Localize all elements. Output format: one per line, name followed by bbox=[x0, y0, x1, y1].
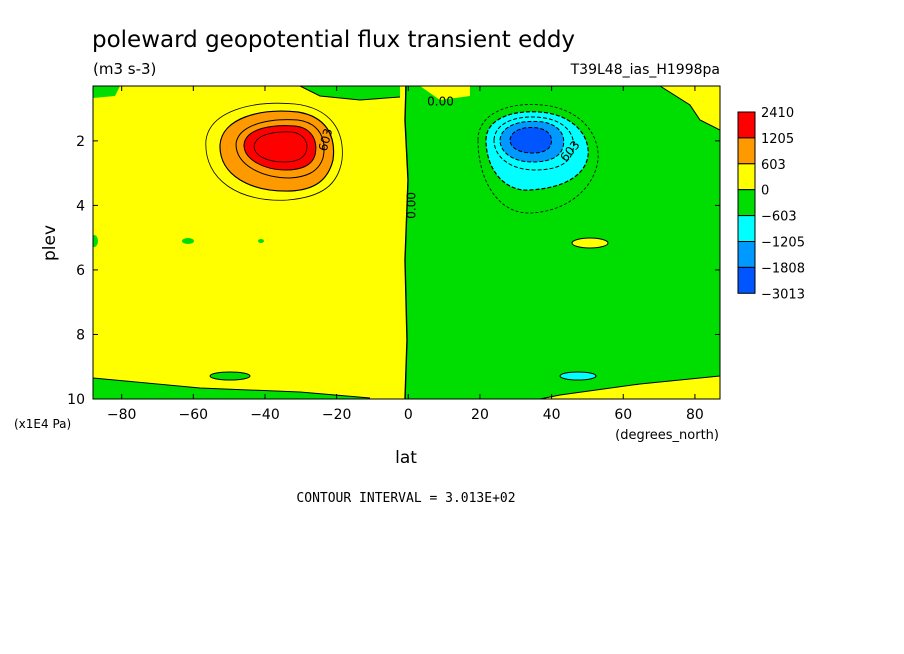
lower-cyan-patch bbox=[559, 371, 597, 381]
x-axis-units: (degrees_north) bbox=[615, 428, 719, 443]
top-right-positive-patch bbox=[660, 86, 720, 130]
contour-line bbox=[299, 86, 401, 101]
x-axis-label: lat bbox=[395, 448, 417, 468]
y-tick-label: 6 bbox=[76, 263, 85, 279]
contour-label: 0.00 bbox=[404, 192, 418, 219]
x-axis: −80 −60 −40 −20 0 20 40 60 80 bbox=[107, 86, 704, 423]
colorbar-label: −1205 bbox=[761, 236, 805, 251]
contour-line bbox=[539, 375, 720, 399]
colorbar-label: 1205 bbox=[761, 132, 794, 147]
colorbar-swatch bbox=[737, 163, 756, 191]
colorbar: 2410 1205 603 0 −603 −1205 −1808 −3013 bbox=[737, 106, 805, 302]
y-tick-label: 10 bbox=[67, 392, 85, 408]
colorbar-swatch bbox=[737, 137, 756, 165]
colorbar-swatch bbox=[737, 215, 756, 243]
y-tick-label: 4 bbox=[76, 198, 85, 214]
colorbar-label: 603 bbox=[761, 158, 786, 173]
tiny-negative-patch bbox=[258, 239, 264, 243]
x-tick-label: −80 bbox=[107, 407, 137, 423]
contour-line bbox=[93, 377, 371, 399]
x-tick-label: 0 bbox=[404, 407, 413, 423]
left-edge-patch bbox=[93, 235, 98, 247]
zero-contour bbox=[404, 86, 409, 399]
y-tick-label: 2 bbox=[76, 134, 85, 150]
colorbar-label: −603 bbox=[761, 210, 797, 225]
colorbar-swatch bbox=[737, 266, 756, 294]
y-tick-label: 8 bbox=[76, 327, 85, 343]
colorbar-swatch bbox=[737, 111, 756, 139]
lower-negative-patch bbox=[209, 371, 251, 381]
colorbar-label: −1808 bbox=[761, 261, 805, 276]
chart-units: (m3 s-3) bbox=[93, 60, 156, 78]
top-left-negative-patch bbox=[93, 86, 120, 98]
y-axis: 2 4 6 8 10 bbox=[67, 134, 720, 408]
contour-interval-label: CONTOUR INTERVAL = 3.013E+02 bbox=[296, 491, 515, 506]
x-tick-label: −40 bbox=[250, 407, 280, 423]
bottom-right-positive-strip bbox=[540, 376, 720, 399]
negative-contour-3013 bbox=[509, 127, 552, 154]
x-tick-label: 40 bbox=[543, 407, 561, 423]
colorbar-swatch bbox=[737, 189, 756, 217]
x-tick-label: −60 bbox=[179, 407, 209, 423]
contour-label: 603 bbox=[316, 127, 335, 153]
dataset-label: T39L48_ias_H1998pa bbox=[570, 62, 720, 78]
colorbar-label: 0 bbox=[761, 184, 769, 199]
negative-region bbox=[405, 86, 720, 399]
contour-line bbox=[253, 131, 308, 163]
top-positive-patch bbox=[420, 86, 470, 100]
x-tick-label: 20 bbox=[471, 407, 489, 423]
y-axis-label: plev bbox=[40, 225, 60, 261]
small-positive-patch bbox=[571, 237, 609, 249]
colorbar-label: −3013 bbox=[761, 287, 805, 302]
colorbar-label: 2410 bbox=[761, 106, 794, 121]
chart-title: poleward geopotential flux transient edd… bbox=[92, 27, 575, 53]
x-tick-label: 60 bbox=[614, 407, 632, 423]
y-axis-units: (x1E4 Pa) bbox=[14, 417, 71, 431]
small-negative-patch bbox=[182, 238, 194, 244]
x-tick-label: 80 bbox=[686, 407, 704, 423]
contour-label: 0.00 bbox=[427, 94, 454, 108]
contour-line bbox=[205, 102, 343, 201]
positive-contour-2410 bbox=[243, 125, 317, 171]
contour-line bbox=[477, 104, 599, 214]
colorbar-swatch bbox=[737, 241, 756, 268]
plot-frame bbox=[92, 85, 721, 400]
contour-line bbox=[659, 86, 720, 131]
x-tick-label: −20 bbox=[322, 407, 352, 423]
bottom-left-negative-strip bbox=[93, 378, 370, 399]
